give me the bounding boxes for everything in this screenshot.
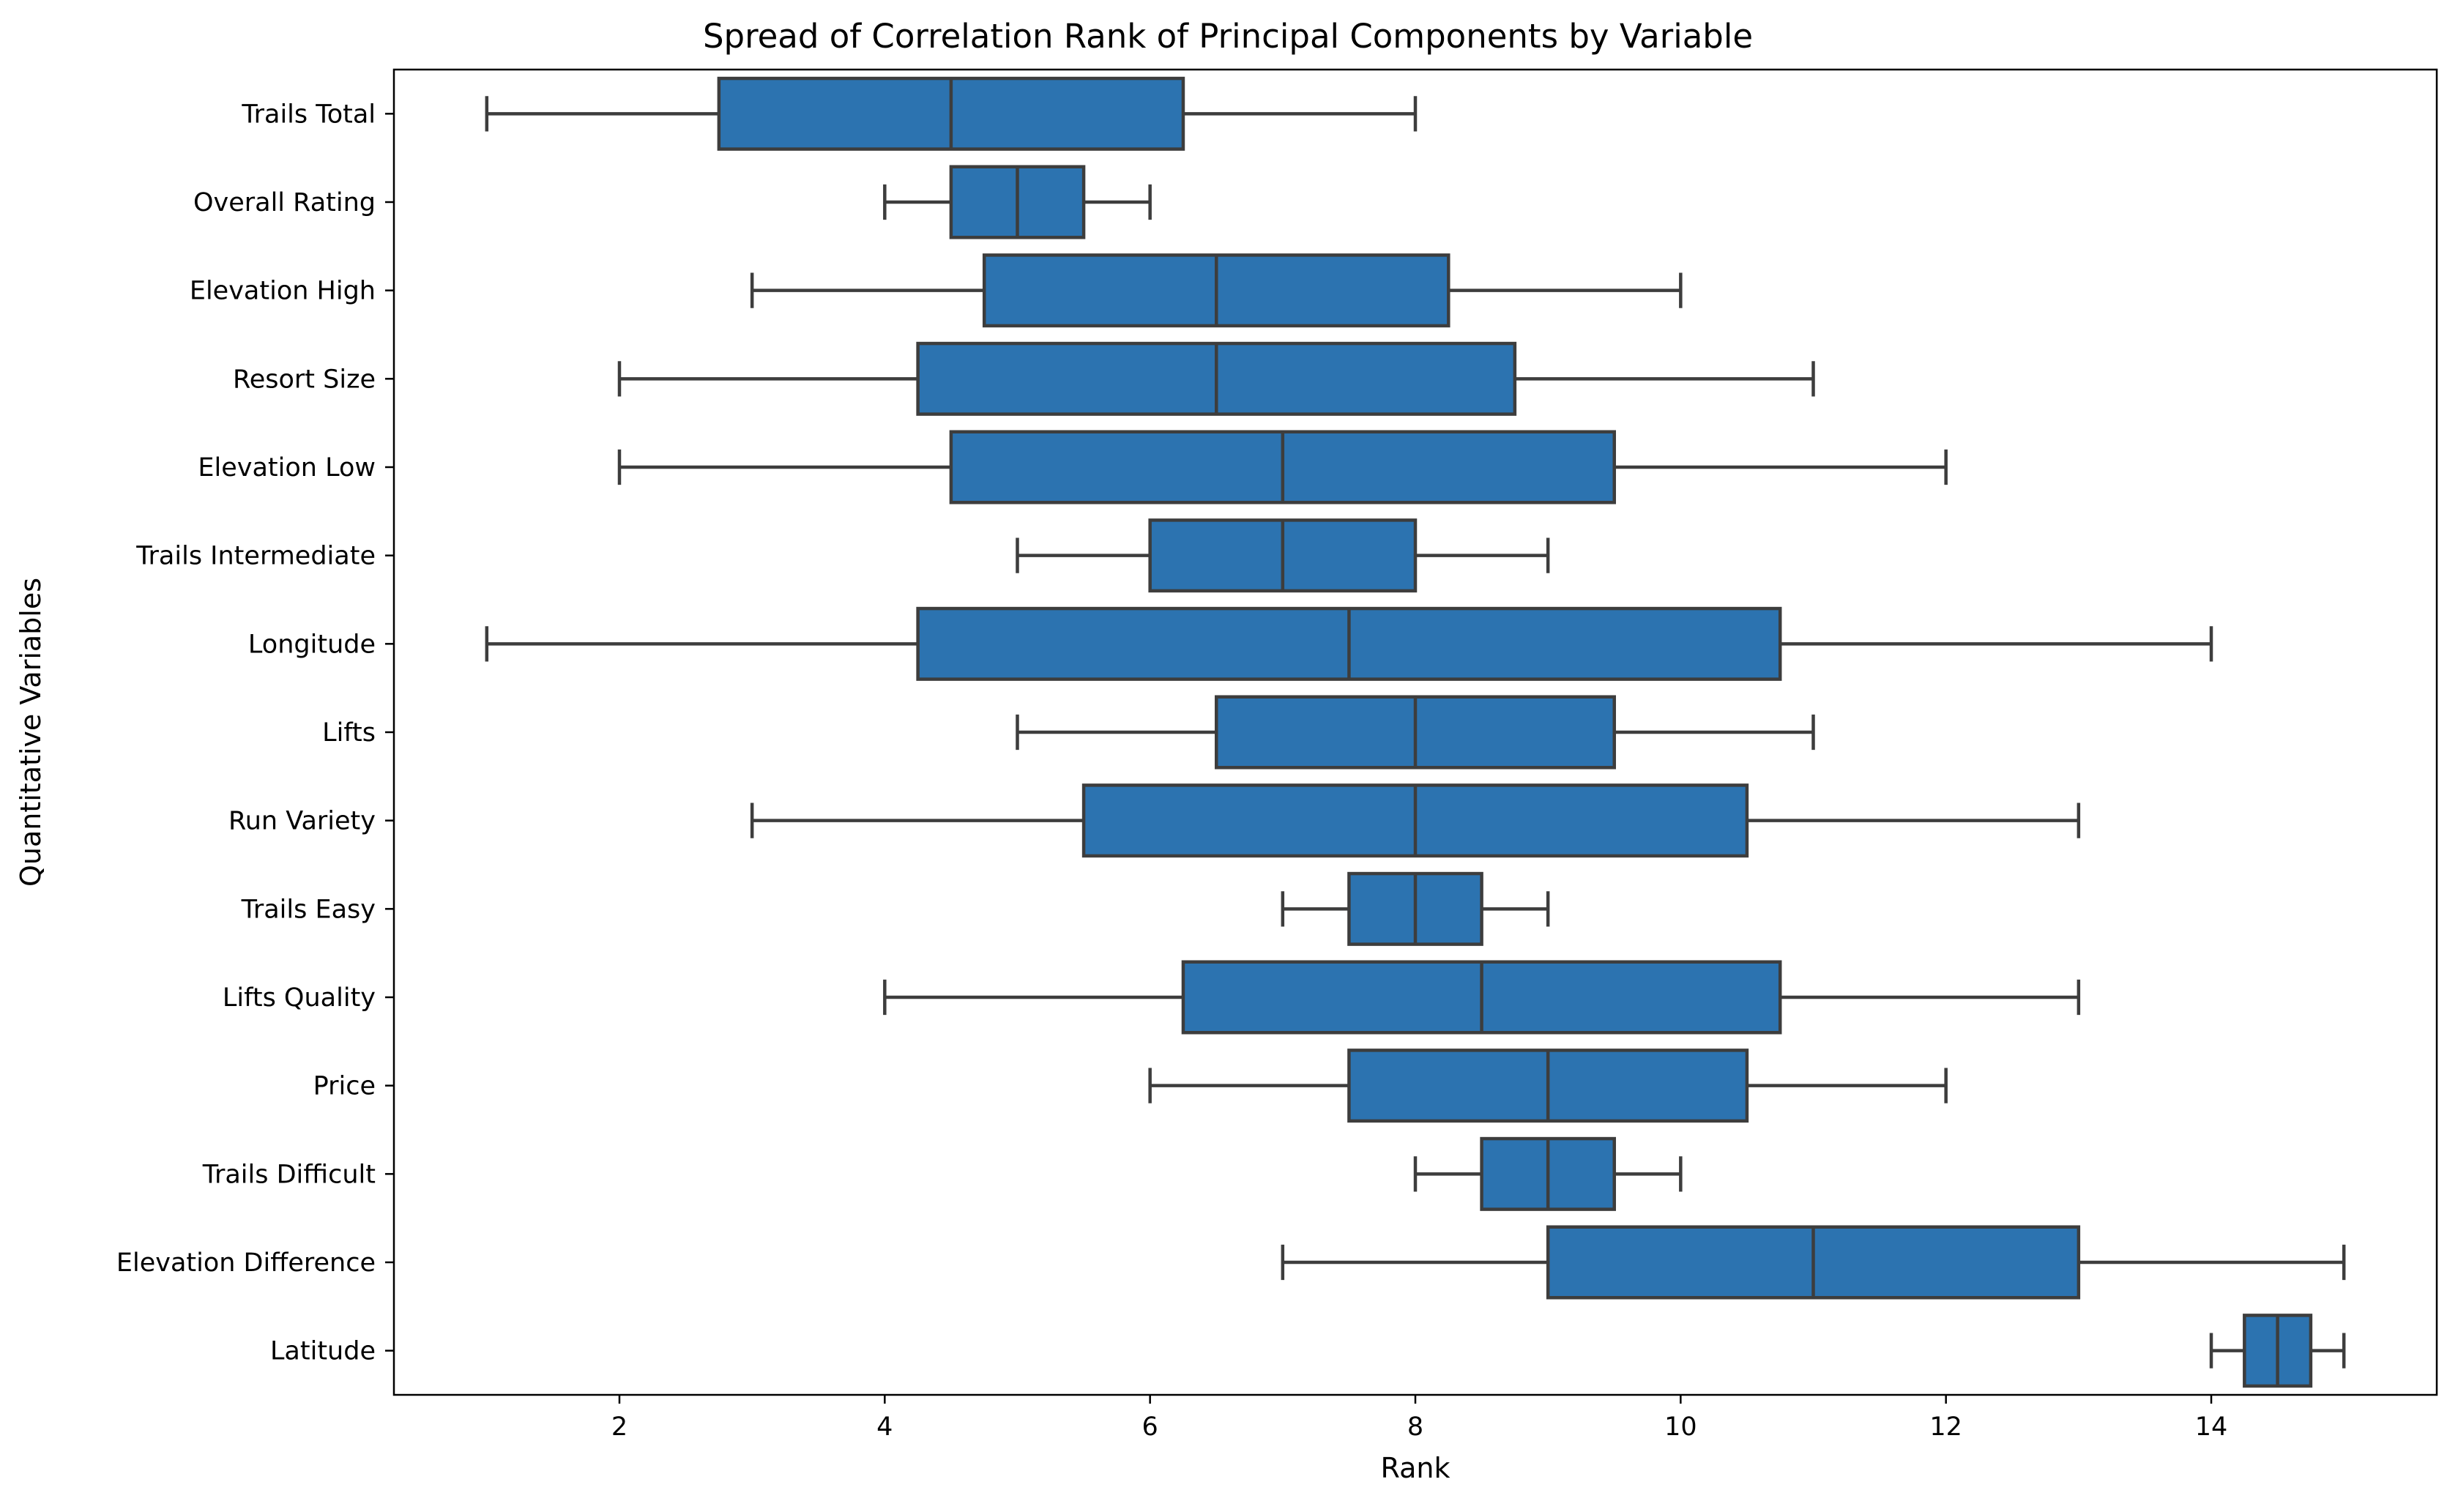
box-group bbox=[883, 960, 2081, 1035]
y-tick-label: Resort Size bbox=[233, 365, 376, 394]
box-group bbox=[617, 430, 1948, 504]
y-tick-label: Trails Difficult bbox=[202, 1160, 376, 1189]
y-tick-label: Trails Easy bbox=[241, 895, 376, 924]
x-tick-label: 12 bbox=[1929, 1412, 1962, 1442]
y-tick-label: Lifts bbox=[322, 718, 376, 748]
x-tick-label: 2 bbox=[611, 1412, 627, 1442]
box-group bbox=[750, 783, 2081, 858]
plot-area bbox=[485, 76, 2346, 1388]
y-tick-label: Elevation Difference bbox=[116, 1248, 376, 1278]
chart-title: Spread of Correlation Rank of Principal … bbox=[703, 17, 1753, 56]
y-tick-label: Longitude bbox=[248, 630, 376, 659]
box-group bbox=[1413, 1136, 1683, 1211]
y-tick-label: Trails Total bbox=[241, 100, 376, 129]
y-tick-label: Lifts Quality bbox=[223, 983, 376, 1013]
x-tick-label: 4 bbox=[876, 1412, 893, 1442]
y-tick-label: Latitude bbox=[270, 1337, 376, 1366]
y-tick-label: Trails Intermediate bbox=[135, 542, 376, 571]
x-axis-label: Rank bbox=[1381, 1452, 1450, 1484]
y-axis-label: Quantitative Variables bbox=[15, 578, 47, 887]
y-tick-label: Run Variety bbox=[228, 807, 376, 836]
box-group bbox=[1016, 518, 1550, 593]
y-tick-label: Price bbox=[313, 1072, 376, 1101]
box-group bbox=[1016, 695, 1815, 770]
y-tick-label: Elevation Low bbox=[198, 453, 376, 483]
box-group bbox=[2209, 1314, 2346, 1388]
box-group bbox=[485, 76, 1418, 151]
box-group bbox=[1148, 1049, 1948, 1123]
x-tick-label: 14 bbox=[2195, 1412, 2228, 1442]
box-group bbox=[750, 253, 1683, 328]
x-tick-label: 8 bbox=[1407, 1412, 1423, 1442]
y-tick-label: Elevation High bbox=[190, 277, 376, 306]
box-group bbox=[617, 341, 1815, 416]
box-group bbox=[485, 606, 2213, 681]
box-group bbox=[1281, 871, 1550, 946]
x-axis: 2 4 6 8 10 12 14 bbox=[611, 1395, 2227, 1442]
y-tick-label: Overall Rating bbox=[193, 188, 376, 217]
x-tick-label: 10 bbox=[1664, 1412, 1697, 1442]
box-group bbox=[1281, 1225, 2346, 1300]
box-group bbox=[883, 165, 1152, 239]
y-axis: Trails Total Overall Rating Elevation High… bbox=[116, 100, 394, 1366]
x-tick-label: 6 bbox=[1142, 1412, 1158, 1442]
